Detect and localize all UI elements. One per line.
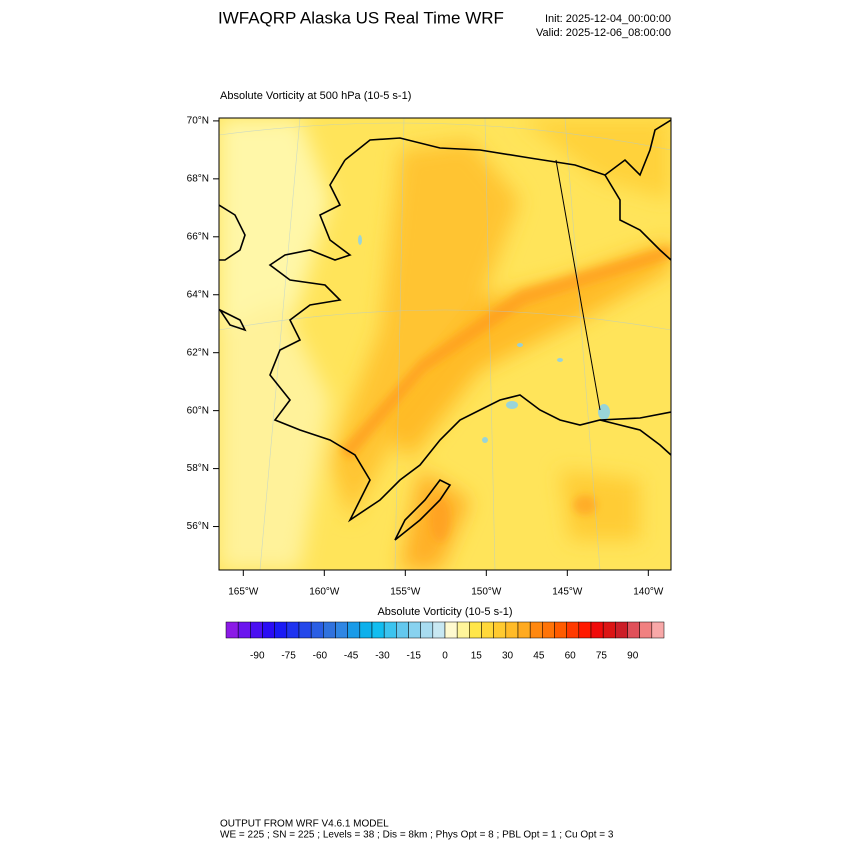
colorbar-label: -30 bbox=[375, 651, 390, 662]
valid-time: Valid: 2025-12-06_08:00:00 bbox=[536, 27, 671, 39]
colorbar-box bbox=[420, 621, 434, 639]
colorbar-label: 30 bbox=[502, 651, 514, 662]
colorbar-label: 0 bbox=[442, 651, 448, 662]
colorbar-box bbox=[542, 621, 555, 639]
colorbar-box bbox=[323, 621, 336, 639]
x-tick-label: 155°W bbox=[390, 587, 421, 598]
x-tick-label: 160°W bbox=[309, 587, 340, 598]
y-tick-label: 64°N bbox=[187, 289, 209, 300]
colorbar-box bbox=[651, 621, 665, 639]
colorbar-label: -15 bbox=[406, 651, 421, 662]
colorbar-label: 75 bbox=[596, 651, 608, 662]
colorbar-box bbox=[627, 621, 640, 639]
colorbar-box bbox=[408, 621, 421, 639]
colorbar-box bbox=[298, 621, 312, 639]
colorbar-box bbox=[310, 621, 324, 639]
coastline bbox=[219, 119, 671, 541]
colorbar-box bbox=[444, 621, 458, 639]
footer-line: WE = 225 ; SN = 225 ; Levels = 38 ; Dis … bbox=[220, 830, 614, 841]
colorbar-box bbox=[359, 621, 373, 639]
colorbar-box bbox=[456, 621, 470, 639]
x-tick-label: 145°W bbox=[552, 587, 583, 598]
colorbar-box bbox=[274, 621, 288, 639]
y-tick-label: 56°N bbox=[187, 521, 209, 532]
title: IWFAQRP Alaska US Real Time WRF bbox=[218, 8, 504, 27]
colorbar-label: -60 bbox=[313, 651, 328, 662]
colorbar-box bbox=[347, 621, 361, 639]
colorbar-box bbox=[432, 621, 446, 639]
colorbar-box bbox=[286, 621, 300, 639]
colorbar-label: -75 bbox=[281, 651, 296, 662]
colorbar-box bbox=[383, 621, 397, 639]
colorbar-label: -90 bbox=[250, 651, 265, 662]
y-tick-label: 70°N bbox=[187, 116, 209, 127]
colorbar-box bbox=[371, 621, 385, 639]
colorbar-label: 15 bbox=[471, 651, 483, 662]
x-tick-label: 165°W bbox=[228, 587, 259, 598]
colorbar-box bbox=[262, 621, 275, 639]
colorbar-box bbox=[396, 621, 409, 639]
colorbar-box bbox=[639, 621, 653, 639]
x-tick-label: 150°W bbox=[471, 587, 502, 598]
colorbar-box bbox=[517, 621, 531, 639]
colorbar-box bbox=[493, 621, 507, 639]
border bbox=[555, 159, 601, 411]
colorbar-box bbox=[335, 621, 348, 639]
x-tick-label: 140°W bbox=[633, 587, 664, 598]
colorbar-box bbox=[250, 621, 263, 639]
colorbar-box bbox=[481, 621, 494, 639]
y-tick-label: 68°N bbox=[187, 173, 209, 184]
colorbar-box bbox=[225, 621, 239, 639]
colorbar-label: 45 bbox=[533, 651, 545, 662]
colorbar-box bbox=[615, 621, 628, 639]
colorbar-box bbox=[505, 621, 519, 639]
map-field bbox=[219, 118, 671, 570]
colorbar-title: Absolute Vorticity (10-5 s-1) bbox=[377, 606, 512, 618]
colorbar-box bbox=[469, 621, 482, 639]
colorbar-box bbox=[578, 621, 592, 639]
colorbar-box bbox=[529, 621, 543, 639]
footer-line: OUTPUT FROM WRF V4.6.1 MODEL bbox=[220, 819, 389, 830]
colorbar-box bbox=[602, 621, 616, 639]
y-tick-label: 58°N bbox=[187, 463, 209, 474]
y-tick-label: 62°N bbox=[187, 347, 209, 358]
colorbar-box bbox=[590, 621, 604, 639]
init-time: Init: 2025-12-04_00:00:00 bbox=[545, 13, 671, 25]
colorbar-label: 60 bbox=[565, 651, 577, 662]
y-tick-label: 60°N bbox=[187, 405, 209, 416]
colorbar-label: 90 bbox=[627, 651, 639, 662]
y-tick-label: 66°N bbox=[187, 231, 209, 242]
colorbar-box bbox=[554, 621, 567, 639]
colorbar-box bbox=[566, 621, 580, 639]
subtitle: Absolute Vorticity at 500 hPa (10-5 s-1) bbox=[220, 90, 411, 102]
map-frame bbox=[218, 117, 672, 571]
colorbar-label: -45 bbox=[344, 651, 359, 662]
colorbar-box bbox=[237, 621, 251, 639]
